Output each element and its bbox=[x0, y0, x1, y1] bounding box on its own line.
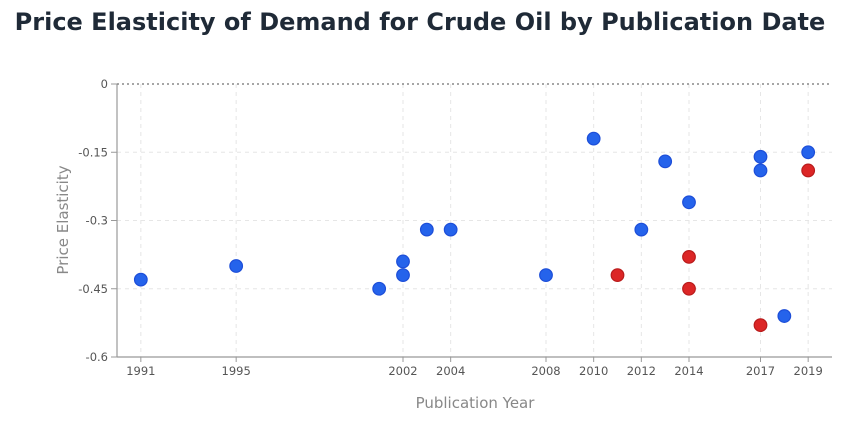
y-axis-title: Price Elasticity bbox=[54, 165, 72, 274]
data-point bbox=[133, 272, 148, 287]
data-point bbox=[682, 281, 696, 296]
data-point bbox=[753, 318, 768, 333]
data-points bbox=[133, 131, 816, 333]
y-tick-label: 0 bbox=[101, 77, 108, 91]
data-point bbox=[658, 154, 673, 169]
data-point bbox=[682, 249, 696, 264]
x-tick-label: 2012 bbox=[627, 364, 656, 378]
data-point bbox=[682, 195, 696, 210]
data-point bbox=[801, 163, 816, 178]
x-tick-label: 2004 bbox=[436, 364, 465, 378]
data-point bbox=[753, 163, 768, 178]
y-tick-label: -0.15 bbox=[78, 145, 108, 159]
y-tick-label: -0.3 bbox=[86, 214, 108, 228]
data-point bbox=[777, 309, 792, 323]
data-point bbox=[396, 254, 410, 269]
data-point bbox=[443, 222, 458, 237]
x-axis-title: Publication Year bbox=[416, 394, 536, 412]
x-tick-label: 2002 bbox=[388, 364, 417, 378]
data-point bbox=[372, 281, 387, 296]
x-tick-label: 2008 bbox=[531, 364, 560, 378]
axes-layer bbox=[111, 83, 832, 362]
data-point bbox=[419, 222, 434, 237]
data-point bbox=[396, 268, 410, 283]
data-point bbox=[539, 268, 553, 283]
x-tick-label: 1995 bbox=[222, 364, 251, 378]
data-point bbox=[610, 268, 625, 283]
tick-labels: 0 -0.15 -0.3 -0.45 -0.6 1991 1995 2002 2004 2008 2… bbox=[78, 77, 823, 378]
x-tick-label: 2019 bbox=[794, 364, 823, 378]
x-tick-label: 2010 bbox=[579, 364, 608, 378]
y-tick-label: -0.45 bbox=[78, 282, 108, 296]
data-point bbox=[634, 222, 649, 237]
data-point bbox=[753, 149, 768, 164]
x-tick-label: 1991 bbox=[126, 364, 155, 378]
x-tick-label: 2017 bbox=[746, 364, 775, 378]
grid-layer bbox=[117, 84, 832, 358]
y-tick-label: -0.6 bbox=[86, 350, 108, 364]
x-tick-label: 2014 bbox=[674, 364, 703, 378]
data-point bbox=[229, 259, 244, 273]
data-point bbox=[801, 145, 816, 160]
data-point bbox=[586, 131, 601, 146]
chart-title: Price Elasticity of Demand for Crude Oil… bbox=[14, 8, 826, 36]
